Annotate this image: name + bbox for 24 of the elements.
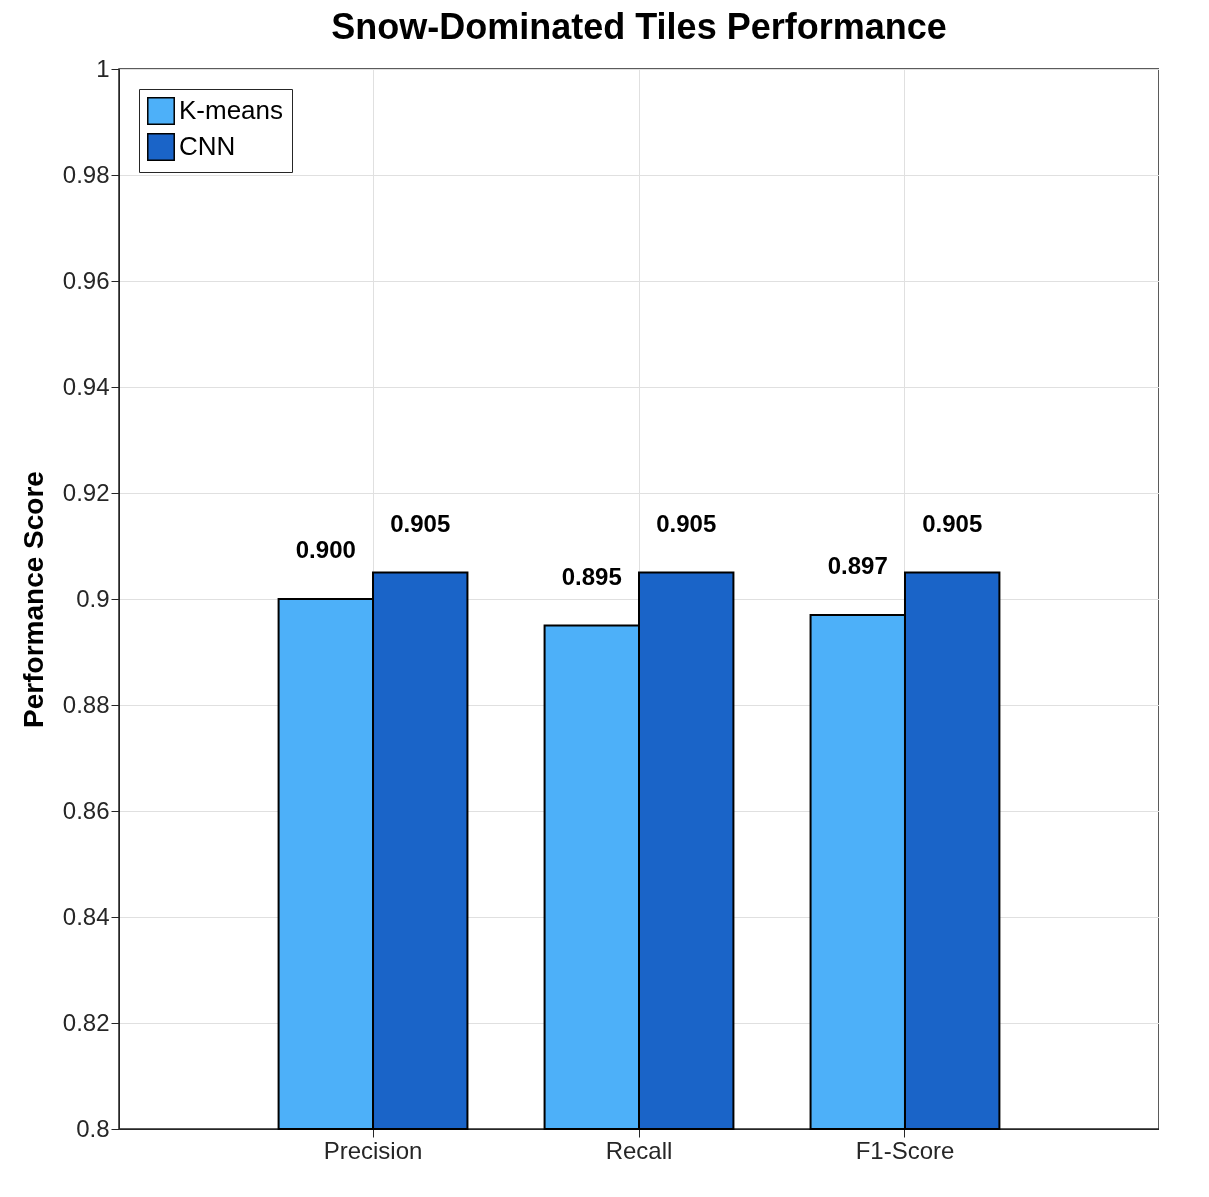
y-tick-label: 0.8 [76,1114,110,1142]
data-label: 0.905 [922,509,983,537]
y-tick-label: 1 [96,54,110,82]
y-tick-label: 0.98 [62,160,110,188]
data-label: 0.897 [827,551,888,579]
y-tick-label: 0.96 [62,266,110,294]
data-label: 0.905 [656,509,717,537]
chart-title: Snow-Dominated Tiles Performance [331,6,947,47]
x-tick-label: F1-Score [855,1136,955,1164]
data-label: 0.900 [295,536,356,563]
y-tick-label: 0.88 [62,690,110,718]
y-axis-title: Performance Score [17,471,49,728]
data-label: 0.905 [390,509,451,537]
y-tick-label: 0.84 [62,902,110,930]
y-tick-label: 0.92 [62,478,110,506]
data-label: 0.895 [561,562,622,590]
x-tick-label: Precision [323,1136,423,1164]
y-tick-label: 0.9 [76,584,110,612]
x-tick-label: Recall [605,1136,673,1164]
y-tick-label: 0.82 [62,1008,110,1036]
legend-label: CNN [179,131,236,161]
legend-label: K-means [179,95,284,125]
y-tick-label: 0.94 [62,372,110,400]
y-tick-label: 0.86 [62,796,110,824]
